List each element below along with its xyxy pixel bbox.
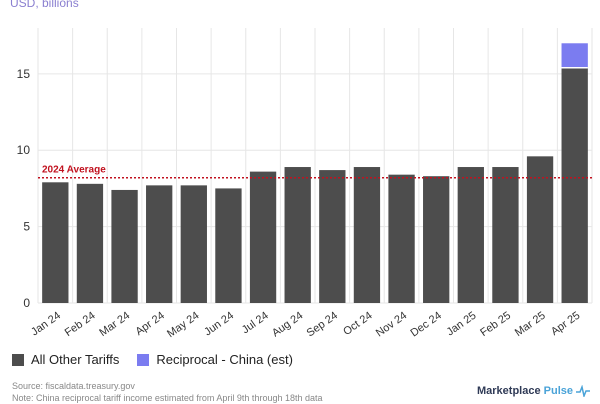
bar-other-tariffs [388,174,415,303]
reference-line-label: 2024 Average [42,165,106,176]
y-tick-label: 5 [23,220,30,234]
bar-other-tariffs [561,67,588,303]
x-tick-label: Apr 24 [133,310,166,338]
unit-label: USD, billions [10,0,79,10]
y-tick-label: 10 [17,143,31,157]
x-tick-label: Jul 24 [240,310,271,337]
y-tick-label: 0 [23,296,30,310]
legend-label-reciprocal-china: Reciprocal - China (est) [156,352,293,367]
bar-other-tariffs [146,185,173,303]
brand-logo: Marketplace Pulse [477,385,590,397]
bar-other-tariffs [215,188,242,303]
x-tick-label: Dec 24 [408,310,443,340]
x-tick-label: Jan 25 [445,310,479,339]
footer-notes: Source: fiscaldata.treasury.gov Note: Ch… [12,380,323,404]
x-tick-label: Sep 24 [305,310,340,340]
source-text: Source: fiscaldata.treasury.gov [12,381,135,391]
bar-other-tariffs [457,167,484,303]
bar-other-tariffs [423,176,450,303]
x-tick-label: Feb 25 [478,310,513,339]
bar-other-tariffs [319,170,346,303]
bar-other-tariffs [353,167,381,303]
bar-other-tariffs [492,167,519,303]
bar-other-tariffs [249,171,277,303]
legend-item-reciprocal-china: Reciprocal - China (est) [137,352,293,367]
x-tick-label: Nov 24 [374,310,409,340]
note-text: Note: China reciprocal tariff income est… [12,393,323,403]
brand-name-part1: Marketplace [476,385,541,397]
bar-other-tariffs [111,189,138,303]
bar-other-tariffs [526,156,554,303]
y-tick-label: 15 [17,67,31,81]
legend-label-other-tariffs: All Other Tariffs [31,352,120,367]
x-tick-label: Oct 24 [341,310,374,338]
bar-other-tariffs [76,183,104,303]
x-tick-label: Feb 24 [63,310,98,339]
bar-other-tariffs [42,182,69,303]
brand-name-part2: Pulse [543,385,573,397]
legend-swatch-other-tariffs [12,353,24,366]
legend: All Other Tariffs Reciprocal - China (es… [12,352,311,367]
x-tick-label: Apr 25 [549,310,582,338]
x-tick-label: May 24 [165,310,201,341]
legend-swatch-reciprocal-china [137,353,150,366]
x-tick-label: Jan 24 [29,310,63,339]
x-tick-label: Jun 24 [202,310,236,339]
x-tick-label: Aug 24 [270,310,305,340]
pulse-line-icon [576,385,590,397]
bar-other-tariffs [284,167,311,303]
x-tick-label: Mar 24 [97,310,132,339]
bar-other-tariffs [180,185,207,303]
legend-item-other-tariffs: All Other Tariffs [12,352,119,367]
bar-reciprocal-china [561,43,588,68]
x-tick-label: Mar 25 [513,310,548,339]
